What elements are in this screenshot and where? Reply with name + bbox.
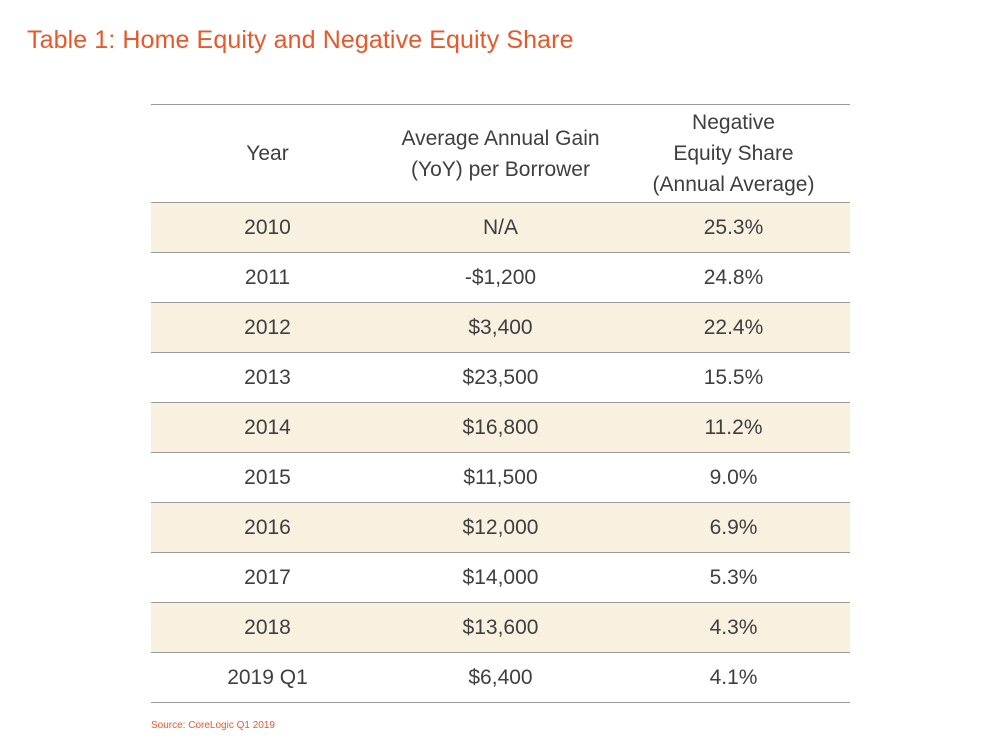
cell-share: 24.8% (703, 265, 764, 289)
table-row: 2015 $11,500 9.0% (151, 453, 850, 503)
header-gain-line-2: (YoY) per Borrower (411, 157, 590, 181)
cell-share: 5.3% (709, 565, 758, 589)
cell-year: 2012 (244, 315, 291, 339)
header-year: Year (151, 105, 384, 203)
cell-gain: $3,400 (468, 315, 533, 339)
cell-year: 2015 (244, 465, 291, 489)
header-share-line-2: Equity Share (673, 142, 794, 165)
header-year-line: Year (246, 142, 289, 165)
cell-gain: $6,400 (468, 665, 533, 689)
cell-share: 4.1% (709, 665, 758, 689)
cell-gain: $12,000 (462, 515, 539, 539)
header-share-line-1: Negative (692, 111, 775, 134)
cell-year: 2011 (244, 265, 291, 289)
cell-year: 2014 (244, 415, 291, 439)
table-row: 2018 $13,600 4.3% (151, 602, 850, 653)
cell-share: 22.4% (703, 315, 764, 339)
table-row: 2013 $23,500 15.5% (151, 353, 850, 403)
header-share-line-3: (Annual Average) (652, 173, 815, 196)
table-row: 2017 $14,000 5.3% (151, 553, 850, 603)
cell-year: 2018 (244, 615, 291, 639)
cell-year: 2010 (244, 215, 291, 239)
source-note: Source: CoreLogic Q1 2019 (151, 720, 275, 731)
cell-share: 25.3% (703, 215, 764, 239)
cell-share: 11.2% (704, 415, 763, 439)
cell-gain: $11,500 (463, 465, 538, 489)
header-average-annual-gain: Average Annual Gain (YoY) per Borrower (384, 105, 617, 203)
table-row: 2019 Q1 $6,400 4.1% (151, 653, 850, 703)
table-row: 2011 -$1,200 24.8% (151, 253, 850, 303)
header-gain-line-1: Average Annual Gain (401, 126, 600, 150)
table-row: 2010 N/A 25.3% (151, 202, 850, 253)
cell-year: 2016 (244, 515, 291, 539)
cell-gain: $13,600 (462, 615, 539, 639)
page-title: Table 1: Home Equity and Negative Equity… (27, 26, 574, 54)
table-row: 2012 $3,400 22.4% (151, 302, 850, 353)
cell-share: 6.9% (709, 515, 758, 539)
equity-table: Year Average Annual Gain (YoY) per Borro… (151, 104, 850, 703)
cell-gain: $14,000 (462, 565, 539, 589)
cell-gain: -$1,200 (464, 265, 537, 289)
cell-share: 9.0% (709, 465, 758, 489)
cell-share: 15.5% (703, 365, 764, 389)
cell-year: 2019 Q1 (227, 665, 308, 689)
cell-year: 2013 (244, 365, 291, 389)
cell-share: 4.3% (709, 615, 758, 639)
cell-gain: $23,500 (462, 365, 539, 389)
table-header-row: Year Average Annual Gain (YoY) per Borro… (151, 104, 850, 203)
cell-gain: N/A (482, 215, 518, 239)
table-row: 2014 $16,800 11.2% (151, 402, 850, 453)
cell-year: 2017 (244, 565, 291, 589)
table-row: 2016 $12,000 6.9% (151, 502, 850, 553)
cell-gain: $16,800 (462, 415, 539, 439)
header-negative-equity-share: Negative Equity Share (Annual Average) (617, 105, 850, 203)
